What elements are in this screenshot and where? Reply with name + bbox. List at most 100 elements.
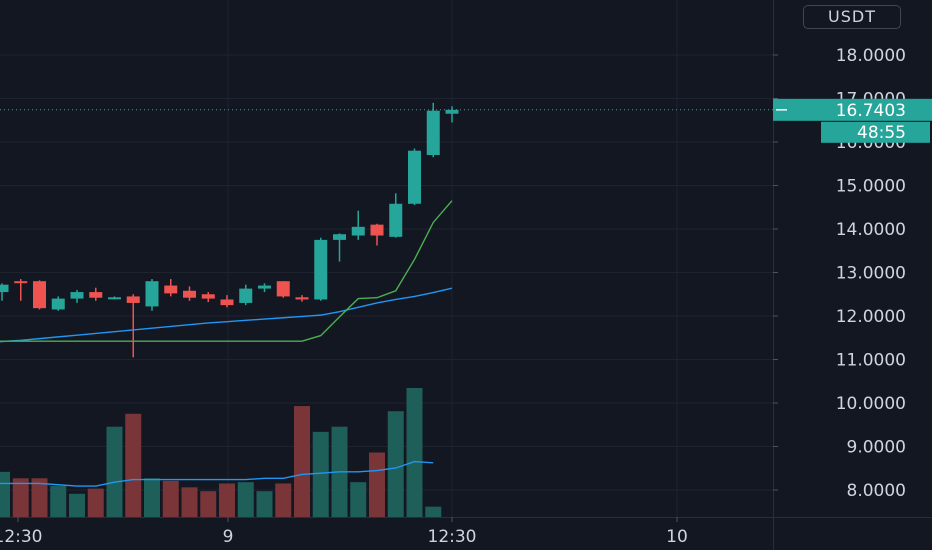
price-tick-label: 15.0000 xyxy=(836,177,906,197)
volume-bars xyxy=(0,388,442,517)
candle-body xyxy=(258,285,271,289)
time-axis[interactable]: 12:30 9 12:30 10 xyxy=(0,517,932,550)
volume-bar xyxy=(406,388,423,517)
candle xyxy=(258,283,271,293)
candle xyxy=(51,296,65,311)
price-axis[interactable]: 18.000017.000016.000015.000014.000013.00… xyxy=(773,0,932,550)
candle xyxy=(201,292,215,303)
price-tick-label: 14.0000 xyxy=(836,220,906,240)
time-tick-label: 9 xyxy=(223,527,234,547)
volume-bar xyxy=(275,483,292,517)
candle-body xyxy=(220,299,234,306)
volume-ma-line xyxy=(0,460,434,487)
candle xyxy=(0,283,9,301)
last-price-badge xyxy=(773,98,932,121)
price-tick-label: 13.0000 xyxy=(836,264,906,284)
candle xyxy=(351,210,365,240)
candle-body xyxy=(408,150,421,204)
candles xyxy=(0,102,459,358)
candle xyxy=(370,223,384,246)
volume-bar xyxy=(425,506,442,517)
volume-bar xyxy=(181,487,198,517)
candle-body xyxy=(70,292,84,299)
candle xyxy=(183,286,196,301)
volume-bar xyxy=(125,413,142,517)
volume-bar xyxy=(312,431,329,517)
candle-body xyxy=(295,297,309,300)
candle xyxy=(33,280,46,310)
candle xyxy=(70,289,84,303)
volume-bar xyxy=(87,488,104,517)
candle-body xyxy=(0,284,9,293)
volume-bar xyxy=(200,491,217,517)
candle xyxy=(220,295,234,308)
candle-body xyxy=(51,298,65,310)
candle xyxy=(276,281,290,298)
candle-body xyxy=(276,281,290,297)
volume-bar xyxy=(106,426,123,517)
price-tick-label: 9.0000 xyxy=(847,438,906,458)
candle xyxy=(108,296,121,300)
candle-body xyxy=(445,109,459,114)
candle-body xyxy=(370,224,384,236)
volume-bar xyxy=(162,480,179,517)
candle xyxy=(314,237,328,301)
volume-bar xyxy=(50,486,67,517)
volume-bar xyxy=(350,482,367,517)
candle-body xyxy=(183,290,196,298)
price-tick-label: 8.0000 xyxy=(847,481,906,501)
countdown-badge xyxy=(821,121,930,143)
volume-bar xyxy=(237,482,254,517)
candle-body xyxy=(239,288,253,303)
volume-bar xyxy=(219,483,235,517)
candle xyxy=(389,193,403,238)
price-ma-line xyxy=(0,287,453,343)
currency-button[interactable]: USDT xyxy=(803,5,901,29)
volume-bar xyxy=(144,478,160,517)
candle xyxy=(14,279,28,301)
price-tick-label: 10.0000 xyxy=(836,394,906,414)
candle-body xyxy=(426,110,440,156)
candle-body xyxy=(33,281,46,309)
countdown-label: 48:55 xyxy=(857,123,906,143)
time-tick-label: 12:30 xyxy=(0,527,43,547)
volume-bar xyxy=(256,491,273,517)
volume-bar xyxy=(12,478,29,517)
candle-body xyxy=(389,203,403,237)
candle xyxy=(164,279,178,297)
candle-body xyxy=(333,234,346,240)
last-price-label: 16.7403 xyxy=(836,101,906,121)
candle xyxy=(295,295,309,302)
price-tick-label: 18.0000 xyxy=(836,46,906,66)
candle xyxy=(445,106,459,123)
volume-bar xyxy=(294,406,310,517)
candle-body xyxy=(201,294,215,299)
candle-body xyxy=(108,297,121,300)
candle xyxy=(333,233,346,262)
candle xyxy=(426,102,440,158)
candle xyxy=(239,284,253,306)
volume-bar xyxy=(69,493,85,517)
candle xyxy=(89,287,103,301)
price-tick-label: 11.0000 xyxy=(836,351,906,371)
time-axis-bg xyxy=(0,517,773,550)
candle-body xyxy=(89,292,103,298)
candle-body xyxy=(145,281,159,307)
volume-bar xyxy=(387,411,404,517)
time-tick-label: 10 xyxy=(666,527,688,547)
candle-body xyxy=(164,285,178,294)
moving-averages xyxy=(0,200,453,487)
volume-bar xyxy=(0,471,10,517)
candle xyxy=(408,148,421,206)
candle xyxy=(145,279,159,311)
price-ma-line xyxy=(0,200,453,342)
price-tick-label: 12.0000 xyxy=(836,307,906,327)
candle-body xyxy=(14,281,28,284)
volume-bar xyxy=(369,452,385,517)
time-tick-label: 12:30 xyxy=(428,527,477,547)
volume-bar xyxy=(31,478,48,517)
candle-body xyxy=(351,226,365,236)
price-axis-bg xyxy=(773,0,932,550)
